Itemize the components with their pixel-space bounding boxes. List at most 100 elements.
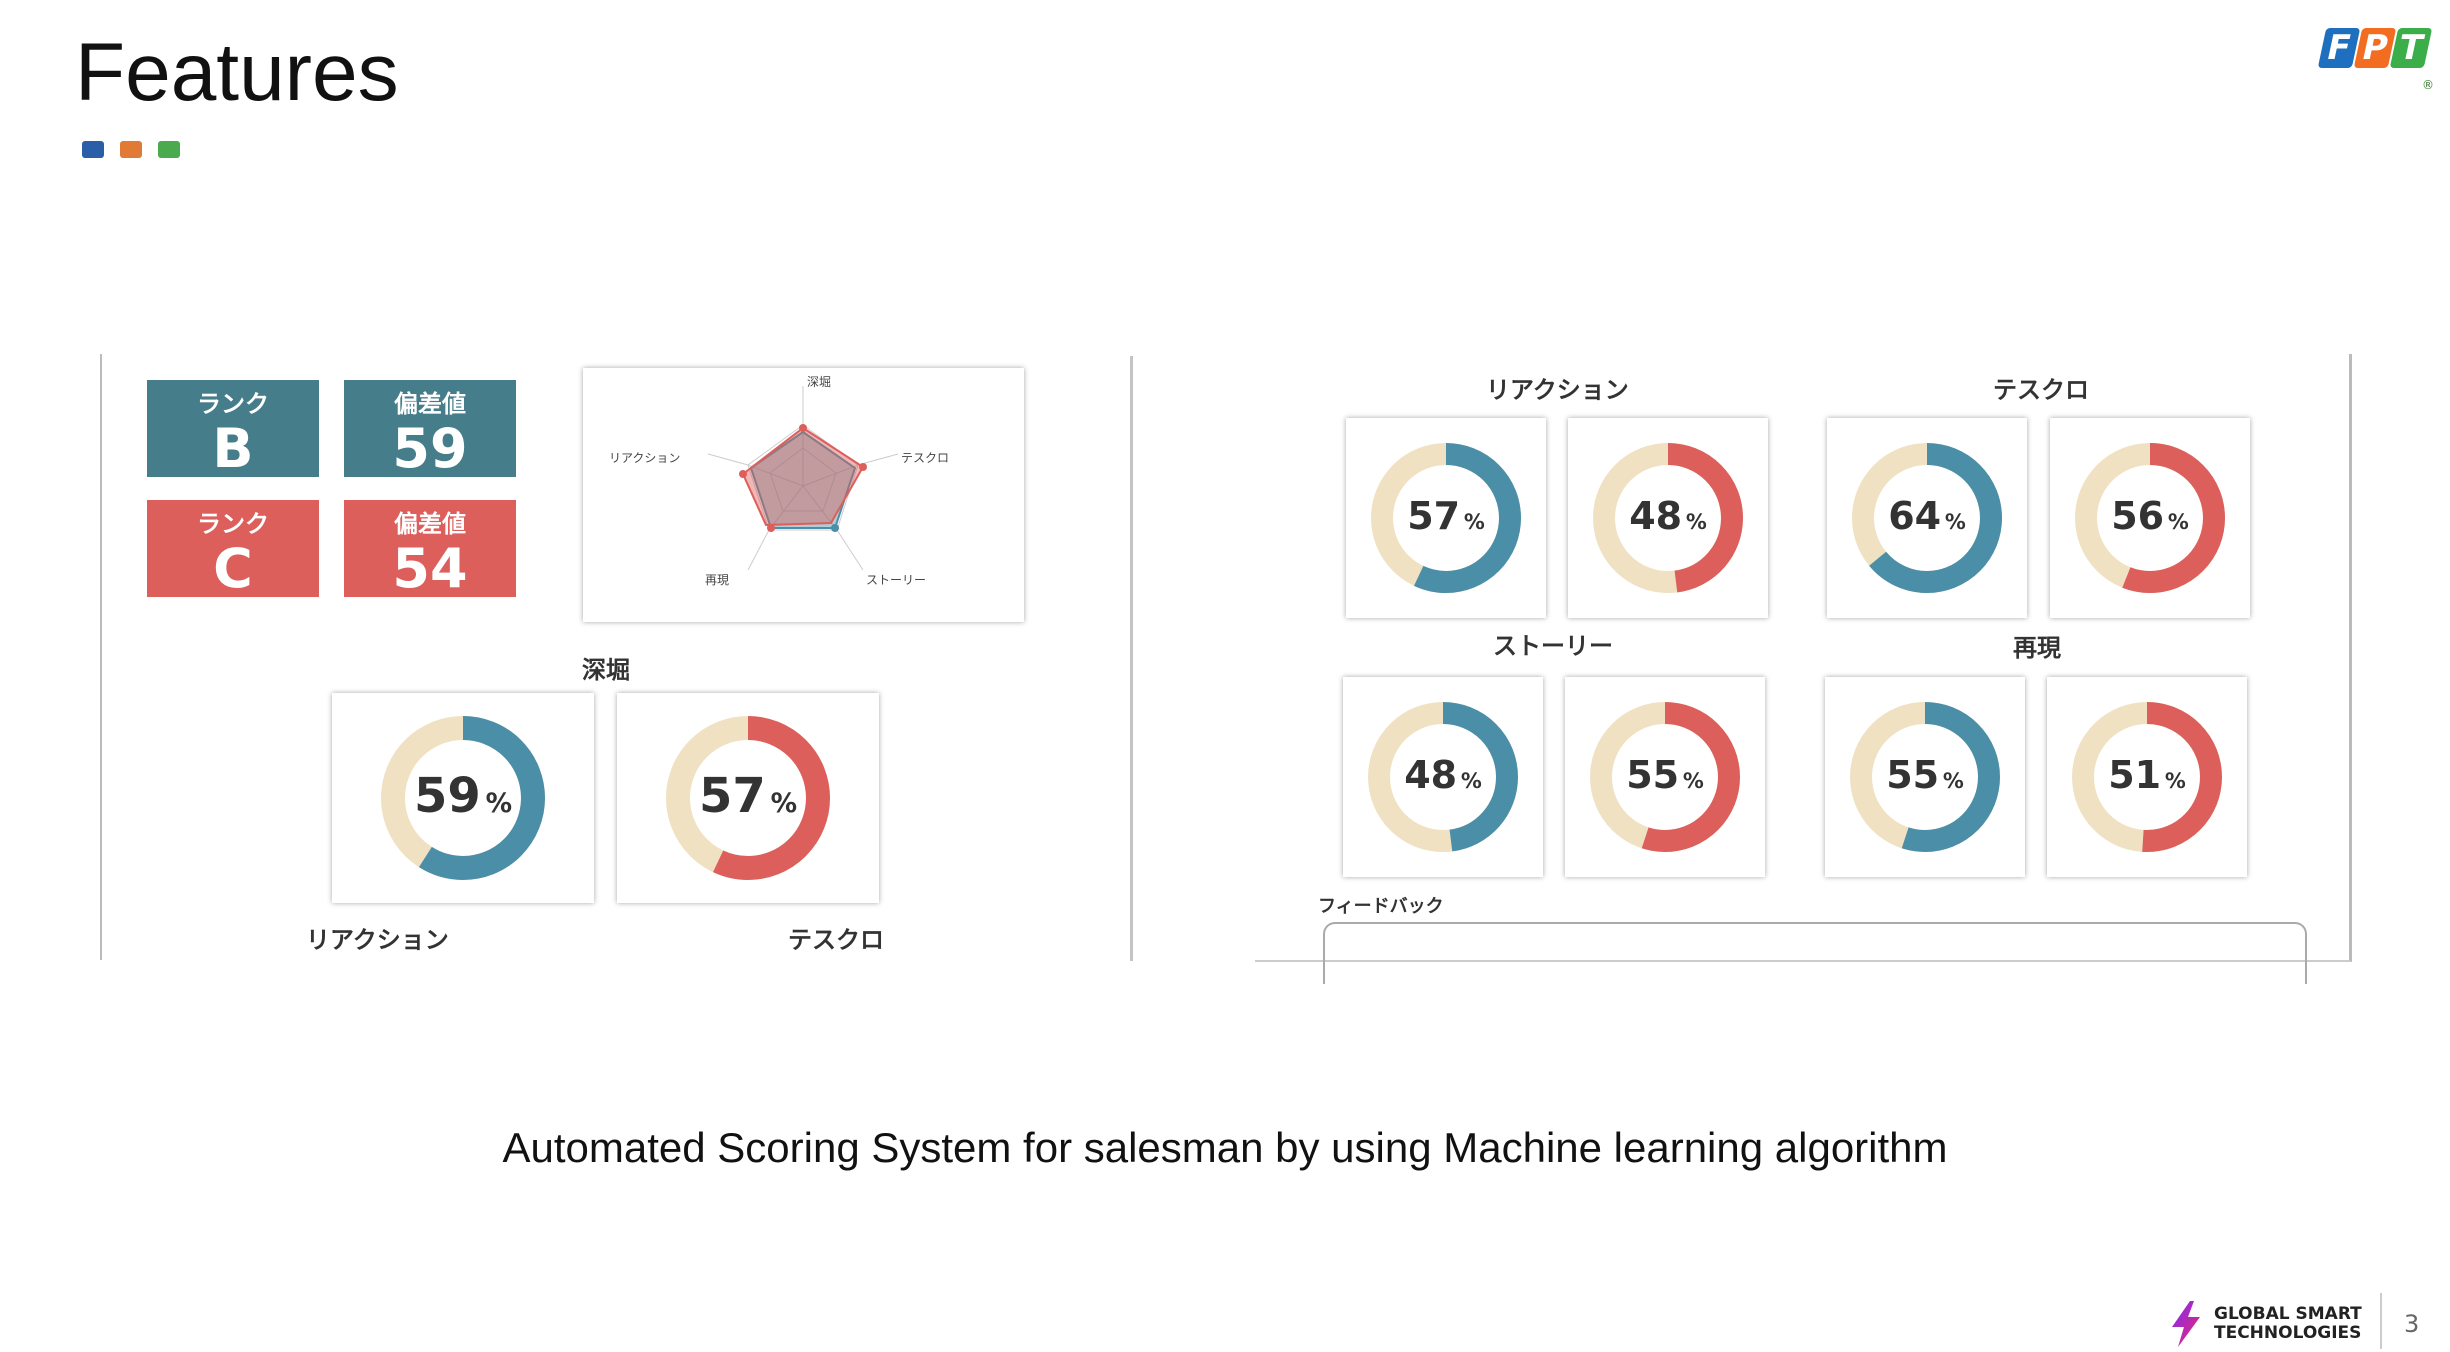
donut-percent-label: 48% [1368, 753, 1518, 797]
gst-line1: GLOBAL SMART [2214, 1304, 2362, 1324]
fpt-letter-t: T [2389, 28, 2433, 68]
donut-value: 57 [698, 768, 766, 825]
donut-card: 48% [1343, 677, 1543, 877]
donut-percent-label: 57% [1371, 494, 1521, 538]
donut-value: 48 [1404, 753, 1458, 798]
donut-card: 51% [2047, 677, 2247, 877]
section-title-fukabori: 深堀 [582, 656, 630, 684]
donut-percent-label: 48% [1593, 494, 1743, 538]
donut-value: 51 [2108, 753, 2162, 798]
deviation-value: 59 [392, 417, 468, 480]
donut-svg [1852, 443, 2002, 593]
radar-axis-label: 再現 [705, 573, 729, 587]
gst-logo-icon [2172, 1301, 2200, 1347]
donut-chart: 59% [381, 716, 545, 880]
donut-percent-label: 64% [1852, 494, 2002, 538]
donut-card: 55% [1825, 677, 2025, 877]
donut-svg [1590, 702, 1740, 852]
donut-card: 57% [1346, 418, 1546, 618]
footer-divider [2380, 1293, 2382, 1349]
right-screenshot-panel [1255, 354, 2352, 962]
donut-unit: % [485, 788, 513, 820]
group-title-saigen: 再現 [2013, 634, 2061, 662]
radar-chart-card: 深堀 テスクロ ストーリー 再現 リアクション [583, 368, 1024, 622]
radar-point [767, 524, 775, 532]
donut-value-arc [1371, 443, 1521, 593]
donut-value: 64 [1888, 494, 1942, 539]
feedback-textarea[interactable] [1323, 922, 2307, 984]
donut-svg [2075, 443, 2225, 593]
donut-card: 56% [2050, 418, 2250, 618]
donut-value-arc [1850, 702, 2000, 852]
deviation-card-54: 偏差値 54 [344, 500, 516, 600]
rank-label: ランク [197, 510, 269, 538]
donut-unit: % [1942, 769, 1964, 794]
slide-caption: Automated Scoring System for salesman by… [502, 1124, 1948, 1171]
donut-unit: % [1944, 510, 1966, 535]
accent-square-blue [82, 141, 104, 158]
radar-point [831, 524, 839, 532]
donut-chart: 48% [1593, 443, 1743, 593]
donut-value: 55 [1626, 753, 1680, 798]
radar-axis-label: ストーリー [866, 573, 926, 587]
rank-card-b: ランク B [147, 380, 319, 480]
rank-label: ランク [197, 390, 269, 418]
slide-title: Features [75, 27, 399, 118]
donut-chart: 64% [1852, 443, 2002, 593]
section-label-tesukuro: テスクロ [788, 926, 884, 954]
radar-chart: 深堀 テスクロ ストーリー 再現 リアクション [609, 374, 949, 587]
deviation-value: 54 [392, 537, 468, 600]
donut-value-arc [1593, 443, 1743, 593]
donut-percent-label: 59% [381, 768, 545, 824]
donut-chart: 51% [2072, 702, 2222, 852]
donut-value-arc [666, 716, 830, 880]
donut-chart: 57% [666, 716, 830, 880]
radar-point [739, 470, 747, 478]
registered-mark: ® [2422, 78, 2434, 92]
radar-point [799, 424, 807, 432]
donut-chart: 48% [1368, 702, 1518, 852]
donut-card: 57% [617, 693, 879, 903]
donut-value-arc [2075, 443, 2225, 593]
gst-line2: TECHNOLOGIES [2214, 1323, 2362, 1343]
donut-value-arc [1590, 702, 1740, 852]
donut-chart: 55% [1590, 702, 1740, 852]
donut-unit: % [1685, 510, 1707, 535]
rank-value: B [212, 417, 254, 480]
deviation-card-59: 偏差値 59 [344, 380, 516, 480]
accent-square-green [158, 141, 180, 158]
donut-svg [381, 716, 545, 880]
rank-value: C [213, 537, 253, 600]
donut-svg [666, 716, 830, 880]
donut-value: 57 [1407, 494, 1461, 539]
donut-chart: 55% [1850, 702, 2000, 852]
donut-percent-label: 55% [1590, 753, 1740, 797]
donut-value-arc [1852, 443, 2002, 593]
radar-axis-label: テスクロ [901, 451, 949, 465]
donut-chart: 57% [1371, 443, 1521, 593]
donut-svg [2072, 702, 2222, 852]
donut-unit: % [1463, 510, 1485, 535]
radar-point [859, 463, 867, 471]
donut-card: 59% [332, 693, 594, 903]
donut-value-arc [1368, 702, 1518, 852]
feedback-label: フィードバック [1318, 896, 1444, 917]
donut-percent-label: 57% [666, 768, 830, 824]
donut-value: 55 [1886, 753, 1940, 798]
donut-value-arc [2072, 702, 2222, 852]
donut-card: 64% [1827, 418, 2027, 618]
donut-card: 55% [1565, 677, 1765, 877]
group-title-reaction: リアクション [1486, 376, 1629, 404]
donut-svg [1593, 443, 1743, 593]
donut-percent-label: 51% [2072, 753, 2222, 797]
fpt-logo: F P T ® [2317, 18, 2436, 92]
left-screenshot-panel [100, 354, 1042, 960]
donut-value: 48 [1629, 494, 1683, 539]
donut-unit: % [1682, 769, 1704, 794]
donut-unit: % [1460, 769, 1482, 794]
rank-card-c: ランク C [147, 500, 319, 600]
donut-percent-label: 55% [1850, 753, 2000, 797]
gst-wordmark: GLOBAL SMART TECHNOLOGIES [2214, 1305, 2362, 1343]
section-label-reaction: リアクション [306, 926, 449, 954]
donut-unit: % [2167, 510, 2189, 535]
